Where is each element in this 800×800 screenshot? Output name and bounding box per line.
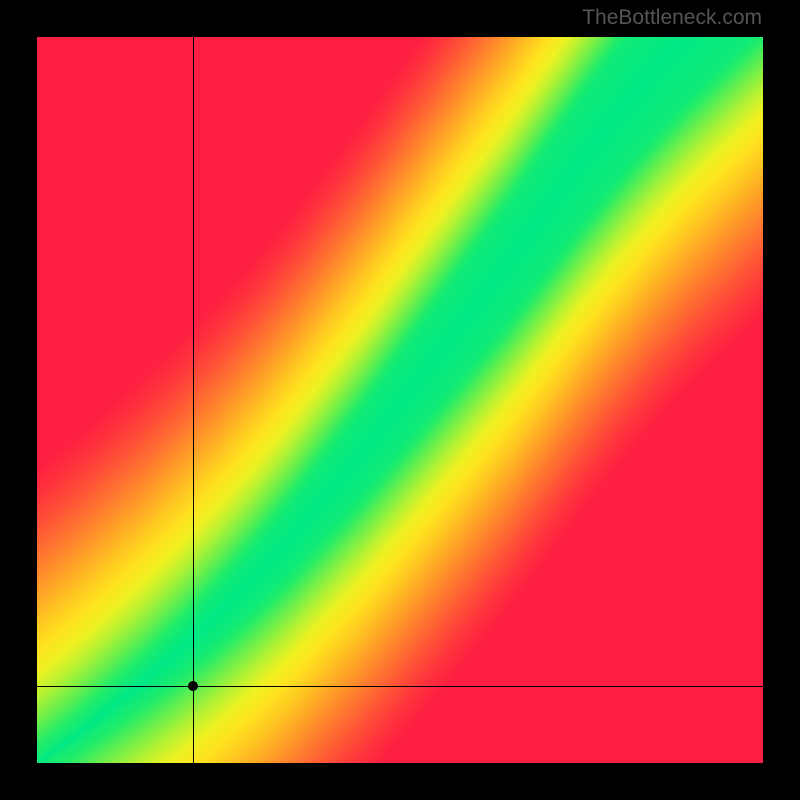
heatmap-plot bbox=[37, 37, 763, 763]
heatmap-canvas bbox=[37, 37, 763, 763]
watermark-text: TheBottleneck.com bbox=[582, 6, 762, 30]
crosshair-horizontal bbox=[37, 686, 763, 687]
crosshair-marker bbox=[188, 681, 198, 691]
crosshair-vertical bbox=[193, 37, 194, 763]
